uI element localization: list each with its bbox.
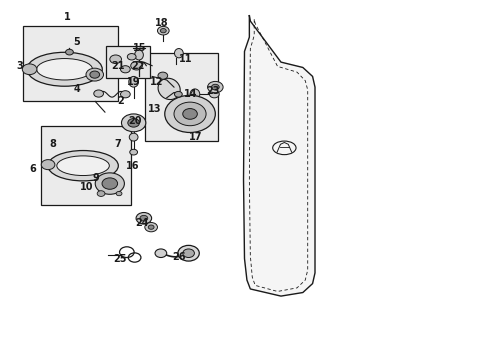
Ellipse shape <box>134 50 143 60</box>
Bar <box>106 46 149 78</box>
Text: 14: 14 <box>184 89 197 99</box>
Circle shape <box>120 91 130 98</box>
Text: 25: 25 <box>113 253 126 264</box>
Text: 18: 18 <box>155 18 168 28</box>
Circle shape <box>102 178 117 189</box>
Circle shape <box>207 81 223 93</box>
Circle shape <box>160 28 166 33</box>
Text: 20: 20 <box>128 116 142 126</box>
Circle shape <box>148 225 154 229</box>
Circle shape <box>164 95 215 132</box>
Circle shape <box>140 215 147 221</box>
Circle shape <box>183 249 194 257</box>
Ellipse shape <box>37 59 92 80</box>
Circle shape <box>94 90 103 97</box>
Circle shape <box>174 91 182 97</box>
Ellipse shape <box>27 52 102 86</box>
Text: 1: 1 <box>63 13 70 22</box>
Circle shape <box>110 55 121 64</box>
Bar <box>41 126 131 205</box>
Circle shape <box>209 91 219 98</box>
Bar <box>144 53 217 141</box>
Text: 12: 12 <box>150 77 163 87</box>
Text: 4: 4 <box>73 84 80 94</box>
Circle shape <box>127 118 139 127</box>
Circle shape <box>144 222 157 232</box>
Text: 19: 19 <box>126 77 140 87</box>
Circle shape <box>158 72 167 79</box>
Text: 8: 8 <box>49 139 56 149</box>
Polygon shape <box>243 16 314 296</box>
Circle shape <box>157 26 169 35</box>
Ellipse shape <box>190 89 200 100</box>
Circle shape <box>116 192 122 196</box>
Bar <box>23 26 118 102</box>
Circle shape <box>90 71 100 78</box>
Text: 5: 5 <box>73 37 80 48</box>
Circle shape <box>65 49 73 55</box>
Ellipse shape <box>158 78 180 100</box>
Circle shape <box>121 114 145 132</box>
Text: 3: 3 <box>17 61 23 71</box>
Text: 16: 16 <box>126 161 139 171</box>
Text: 6: 6 <box>30 164 36 174</box>
Circle shape <box>86 68 103 81</box>
Text: 15: 15 <box>133 43 146 53</box>
Text: 7: 7 <box>115 139 121 149</box>
Circle shape <box>183 109 197 119</box>
Circle shape <box>155 249 166 257</box>
Circle shape <box>129 149 137 155</box>
Circle shape <box>120 66 130 73</box>
Text: 21: 21 <box>111 61 124 71</box>
Circle shape <box>130 62 142 70</box>
Circle shape <box>95 173 124 194</box>
Text: 26: 26 <box>172 252 185 262</box>
Ellipse shape <box>174 49 183 58</box>
Text: 11: 11 <box>179 54 192 64</box>
Circle shape <box>174 102 205 126</box>
Circle shape <box>127 54 136 60</box>
Text: 17: 17 <box>189 132 202 142</box>
Text: 2: 2 <box>117 96 123 107</box>
Circle shape <box>97 191 105 197</box>
Text: 9: 9 <box>93 173 100 183</box>
Circle shape <box>211 84 219 90</box>
Ellipse shape <box>48 150 118 181</box>
Text: 10: 10 <box>80 182 93 192</box>
Circle shape <box>41 159 55 170</box>
Circle shape <box>178 246 199 261</box>
Text: 23: 23 <box>206 86 219 96</box>
Ellipse shape <box>57 156 109 176</box>
Ellipse shape <box>128 76 138 87</box>
Text: 13: 13 <box>147 104 161 113</box>
Text: 24: 24 <box>135 218 149 228</box>
Circle shape <box>22 64 37 75</box>
Ellipse shape <box>129 133 138 141</box>
Circle shape <box>136 212 151 224</box>
Text: 22: 22 <box>130 61 144 71</box>
